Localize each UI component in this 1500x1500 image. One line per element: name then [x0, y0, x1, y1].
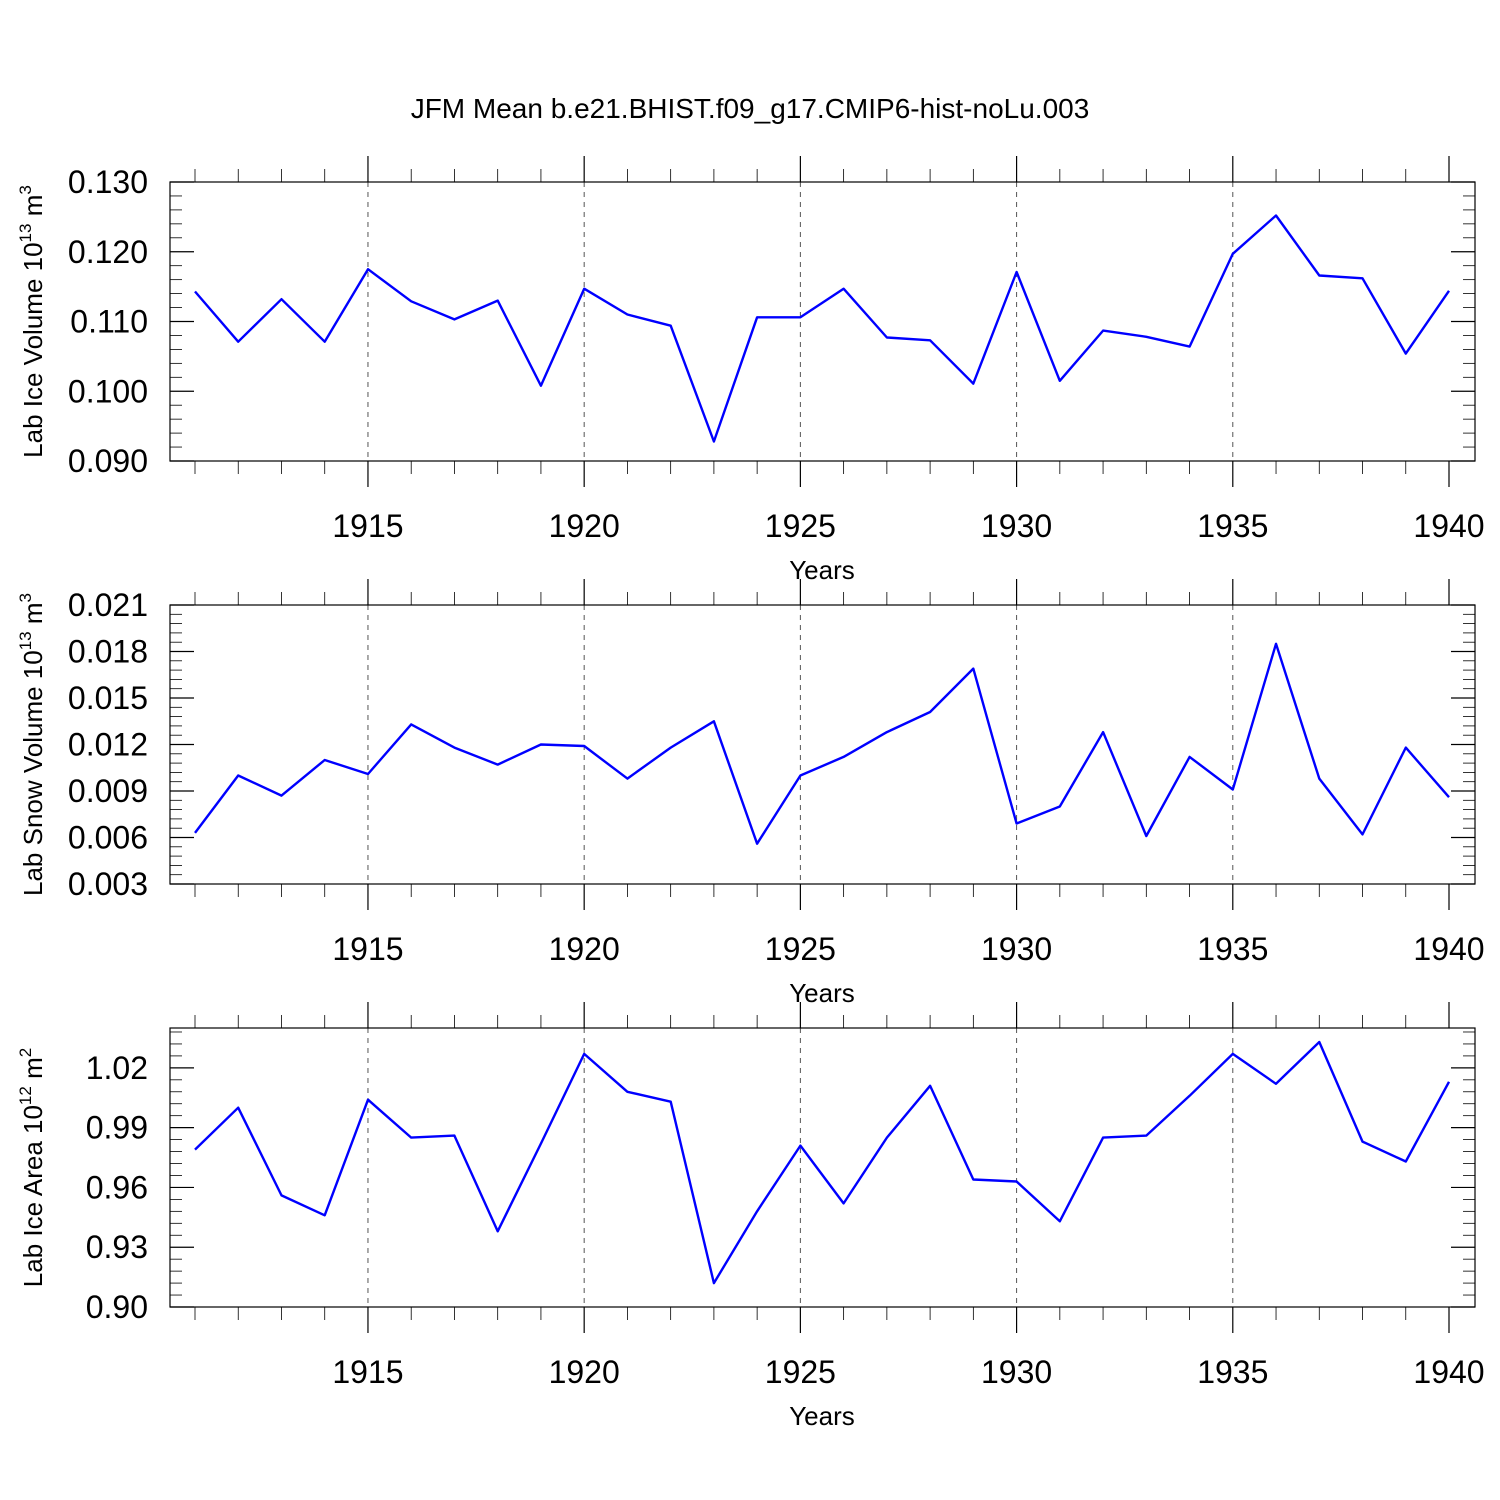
y-tick-label: 0.003: [68, 866, 148, 902]
x-tick-label: 1930: [981, 1354, 1052, 1390]
y-tick-label: 0.110: [70, 304, 148, 340]
x-tick-label: 1915: [332, 508, 403, 544]
y-axis-label-superscript: 12: [16, 1086, 35, 1105]
x-tick-label: 1940: [1413, 931, 1484, 967]
series-line-1: [194, 1040, 1451, 1285]
y-tick-label: 0.100: [68, 373, 148, 409]
x-tick-label: 1930: [981, 931, 1052, 967]
y-axis-label-superscript: 13: [16, 631, 35, 650]
x-tick-label: 1925: [765, 508, 836, 544]
plot-frame: [169, 181, 1476, 462]
chart-panel-3: 1915 1920 1925 1930 1935 1940 Years 0.90 0.93 0.9…: [16, 1002, 1485, 1431]
x-tick-label: 1920: [549, 1354, 620, 1390]
y-tick-label: 0.93: [86, 1229, 148, 1265]
y-tick-label: 0.018: [68, 634, 148, 670]
y-tick-label: 0.96: [86, 1169, 148, 1205]
x-tick-label: 1915: [332, 931, 403, 967]
y-tick-label: 0.120: [68, 234, 148, 270]
x-tick-label: 1940: [1413, 508, 1484, 544]
y-tick-label: 0.009: [68, 773, 148, 809]
y-axis-label-part: Lab Snow Volume 10: [18, 650, 48, 896]
x-tick-label: 1925: [765, 931, 836, 967]
plot-frame: [169, 1027, 1476, 1308]
y-tick-label: 0.021: [68, 587, 148, 623]
y-axis-label-part: m: [18, 1057, 48, 1086]
y-axis-label-part: Lab Ice Area 10: [18, 1105, 48, 1287]
panels: 1915 1920 1925 1930 1935 1940 Years 0.090 0.100 0…: [16, 156, 1485, 1431]
x-axis-label: Years: [789, 555, 855, 585]
series-line-1: [194, 642, 1450, 845]
y-axis-label-superscript: 3: [16, 185, 35, 194]
x-tick-label: 1920: [549, 508, 620, 544]
y-tick-label: 0.90: [86, 1289, 148, 1325]
y-axis-label-superscript: 13: [16, 224, 35, 243]
y-axis-label-part: Lab Ice Volume 10: [18, 242, 48, 457]
y-tick-label: 0.006: [68, 820, 148, 856]
x-tick-label: 1935: [1197, 508, 1268, 544]
x-tick-label: 1930: [981, 508, 1052, 544]
y-tick-label: 0.015: [68, 680, 148, 716]
x-tick-label: 1940: [1413, 1354, 1484, 1390]
y-axis-label: Lab Snow Volume 1013 m3: [16, 593, 48, 896]
x-tick-label: 1925: [765, 1354, 836, 1390]
y-tick-label: 0.130: [68, 164, 148, 200]
x-axis-label: Years: [789, 978, 855, 1008]
series-line-1: [194, 214, 1450, 443]
y-axis-label-part: m: [18, 602, 48, 631]
x-tick-label: 1920: [549, 931, 620, 967]
x-tick-label: 1935: [1197, 931, 1268, 967]
figure-title: JFM Mean b.e21.BHIST.f09_g17.CMIP6-hist-…: [411, 93, 1090, 124]
x-tick-label: 1915: [332, 1354, 403, 1390]
y-tick-label: 1.02: [86, 1050, 148, 1086]
y-axis-label-part: m: [18, 195, 48, 224]
chart-panel-1: 1915 1920 1925 1930 1935 1940 Years 0.090 0.100 0…: [16, 156, 1485, 585]
y-axis-label-superscript: 2: [16, 1048, 35, 1057]
chart-panel-2: 1915 1920 1925 1930 1935 1940 Years 0.003 0.006 0…: [16, 579, 1485, 1008]
y-axis-label: Lab Ice Area 1012 m2: [16, 1048, 48, 1287]
plot-frame: [169, 604, 1476, 885]
y-tick-label: 0.012: [68, 727, 148, 763]
y-axis-label: Lab Ice Volume 1013 m3: [16, 185, 48, 458]
y-axis-label-superscript: 3: [16, 593, 35, 602]
y-tick-label: 0.090: [68, 443, 148, 479]
x-tick-label: 1935: [1197, 1354, 1268, 1390]
x-axis-label: Years: [789, 1401, 855, 1431]
y-tick-label: 0.99: [86, 1110, 148, 1146]
